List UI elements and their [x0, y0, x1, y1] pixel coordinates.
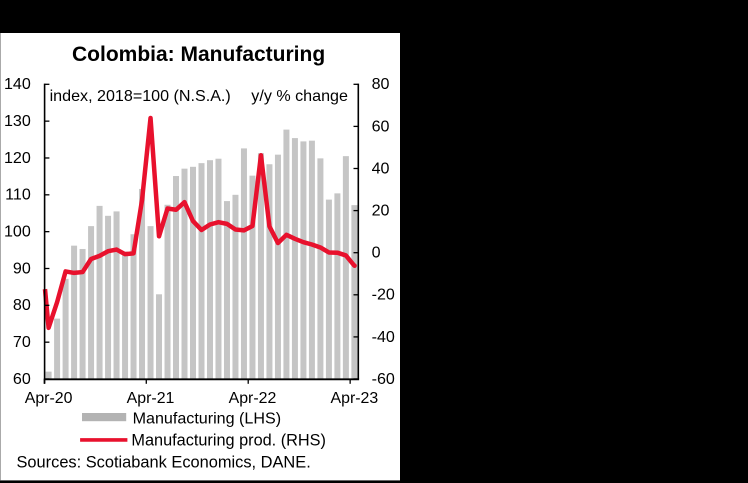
svg-text:120: 120 — [4, 149, 31, 167]
svg-text:60: 60 — [13, 370, 31, 388]
svg-text:20: 20 — [372, 202, 390, 220]
svg-text:Colombia: Manufacturing: Colombia: Manufacturing — [72, 43, 325, 66]
svg-text:-20: -20 — [372, 286, 395, 304]
svg-text:70: 70 — [13, 333, 31, 351]
svg-text:60: 60 — [372, 117, 390, 135]
svg-text:40: 40 — [372, 159, 390, 177]
svg-text:Apr-23: Apr-23 — [331, 390, 379, 407]
svg-text:100: 100 — [4, 223, 31, 241]
svg-text:y/y % change: y/y % change — [251, 87, 348, 105]
svg-text:Apr-20: Apr-20 — [25, 390, 73, 407]
svg-text:80: 80 — [372, 75, 390, 93]
svg-text:-40: -40 — [372, 328, 395, 346]
svg-text:Sources: Scotiabank Economics,: Sources: Scotiabank Economics, DANE. — [17, 454, 311, 472]
svg-text:0: 0 — [372, 244, 381, 262]
svg-text:140: 140 — [4, 75, 31, 93]
svg-text:80: 80 — [13, 296, 31, 314]
svg-text:Manufacturing (LHS): Manufacturing (LHS) — [133, 409, 281, 427]
svg-text:90: 90 — [13, 259, 31, 277]
svg-text:Manufacturing prod. (RHS): Manufacturing prod. (RHS) — [131, 432, 326, 450]
svg-text:130: 130 — [4, 112, 31, 130]
svg-text:Apr-21: Apr-21 — [127, 390, 175, 407]
svg-text:Apr-22: Apr-22 — [229, 390, 277, 407]
svg-text:-60: -60 — [372, 370, 395, 388]
svg-text:index, 2018=100 (N.S.A.): index, 2018=100 (N.S.A.) — [50, 87, 231, 105]
svg-text:110: 110 — [5, 186, 31, 204]
